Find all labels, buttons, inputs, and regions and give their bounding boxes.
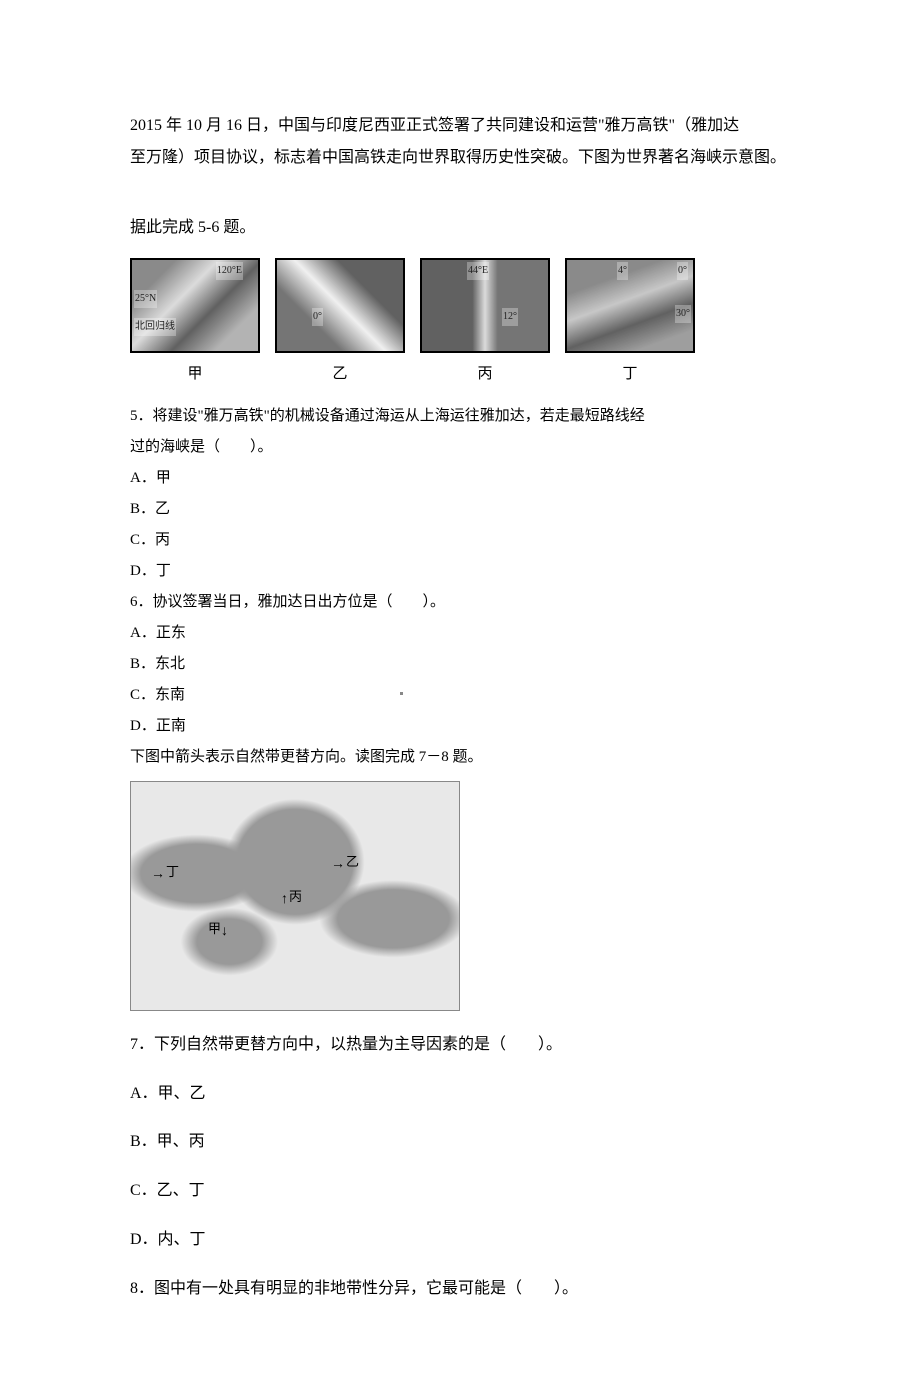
strait-label-ding: 丁 [565, 361, 695, 388]
q7-option-a: A．甲、乙 [130, 1080, 790, 1109]
map-arrow-ding: → [151, 862, 165, 887]
q6-option-c-text: C．东南 [130, 687, 185, 703]
world-map-image: → 丁 → 乙 ↑ 丙 甲 ↓ [130, 781, 460, 1011]
q5-option-a: A．甲 [130, 465, 790, 492]
q5-stem-line2: 过的海峡是（ ）。 [130, 434, 790, 461]
map-label-ding: 丁 [166, 860, 179, 883]
map-arrow-jia: ↓ [221, 919, 228, 944]
img3-coord-top: 44°E [467, 262, 489, 280]
img4-coord-side: 30° [675, 305, 691, 323]
map-label-yi: 乙 [346, 850, 359, 873]
img1-label-bottom: 北回归线 [134, 318, 176, 336]
img4-coord-tr: 0° [677, 262, 688, 280]
img3-coord: 12° [502, 308, 518, 326]
q7-option-c: C．乙、丁 [130, 1177, 790, 1206]
map-label-bing: 丙 [289, 885, 302, 908]
q5-option-d: D．丁 [130, 558, 790, 585]
q7-option-b: B．甲、丙 [130, 1128, 790, 1157]
q7-option-d: D．内、丁 [130, 1226, 790, 1255]
img1-coord-top: 120°E [216, 262, 243, 280]
q6-option-b: B．东北 [130, 651, 790, 678]
strait-image-yi: 0° [275, 258, 405, 353]
strait-image-bing: 44°E 12° [420, 258, 550, 353]
q5-stem-line1: 5．将建设"雅万高铁"的机械设备通过海运从上海运往雅加达，若走最短路线经 [130, 403, 790, 430]
strait-images-row: 120°E 25°N 北回归线 0° 44°E 12° 4° 0° 30° [130, 258, 790, 353]
strait-labels-row: 甲 乙 丙 丁 [130, 361, 790, 388]
q6-option-d: D．正南 [130, 713, 790, 740]
img2-coord: 0° [312, 308, 323, 326]
q6-stem: 6．协议签署当日，雅加达日出方位是（ ）。 [130, 589, 790, 616]
q8-stem: 8．图中有一处具有明显的非地带性分异，它最可能是（ ）。 [130, 1275, 790, 1304]
img4-coord-tl: 4° [617, 262, 628, 280]
intro-paragraph: 2015 年 10 月 16 日，中国与印度尼西亚正式签署了共同建设和运营"雅万… [130, 110, 790, 174]
intro-line-1: 2015 年 10 月 16 日，中国与印度尼西亚正式签署了共同建设和运营"雅万… [130, 110, 790, 142]
strait-image-ding: 4° 0° 30° [565, 258, 695, 353]
q5-option-b: B．乙 [130, 496, 790, 523]
map-arrow-yi: → [331, 852, 345, 877]
q5-option-c: C．丙 [130, 527, 790, 554]
section2-intro: 下图中箭头表示自然带更替方向。读图完成 7－8 题。 [130, 744, 790, 771]
strait-label-bing: 丙 [420, 361, 550, 388]
strait-label-yi: 乙 [275, 361, 405, 388]
intro-line-2: 至万隆）项目协议，标志着中国高铁走向世界取得历史性突破。下图为世界著名海峡示意图… [130, 142, 790, 174]
map-arrow-bing: ↑ [281, 887, 288, 912]
map-label-jia: 甲 [208, 917, 221, 940]
strait-label-jia: 甲 [130, 361, 260, 388]
stray-mark [400, 692, 403, 695]
q7-stem: 7．下列自然带更替方向中，以热量为主导因素的是（ ）。 [130, 1031, 790, 1060]
img1-coord-left: 25°N [134, 290, 157, 308]
strait-image-jia: 120°E 25°N 北回归线 [130, 258, 260, 353]
q6-option-c: C．东南 [130, 682, 790, 709]
instruction-5-6: 据此完成 5-6 题。 [130, 214, 790, 243]
q6-option-a: A．正东 [130, 620, 790, 647]
